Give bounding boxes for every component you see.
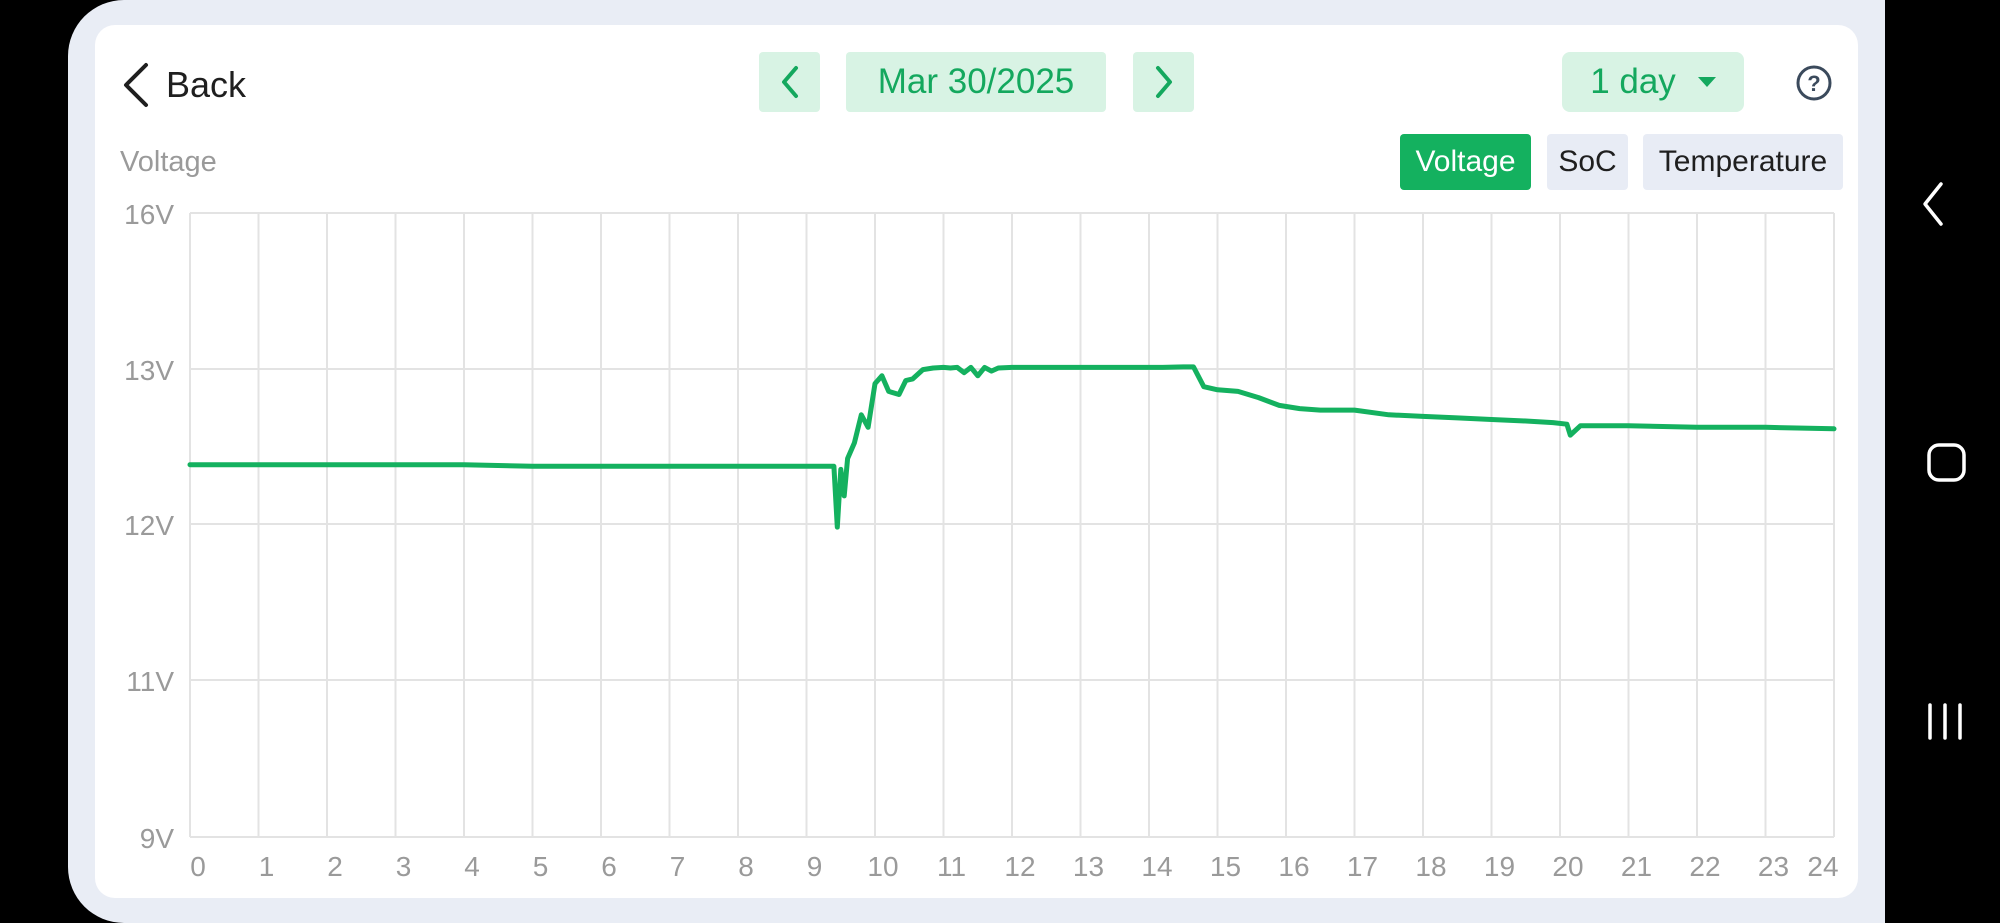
recents-bars-icon xyxy=(1928,703,1962,740)
system-back-button[interactable] xyxy=(1923,182,1943,226)
svg-text:?: ? xyxy=(1807,71,1820,96)
chevron-right-icon xyxy=(1155,66,1172,98)
x-tick-label: 24 xyxy=(1807,851,1838,882)
previous-date-button[interactable] xyxy=(759,52,820,112)
range-dropdown[interactable]: 1 day xyxy=(1562,52,1744,112)
question-circle-icon[interactable]: ? xyxy=(1795,64,1833,102)
x-tick-label: 22 xyxy=(1689,851,1720,882)
x-tick-label: 1 xyxy=(259,851,275,882)
x-tick-label: 19 xyxy=(1484,851,1515,882)
system-home-button[interactable] xyxy=(1927,443,1966,482)
chevron-left-icon xyxy=(781,66,798,98)
chevron-left-icon xyxy=(124,63,148,107)
x-tick-label: 4 xyxy=(464,851,480,882)
y-tick-label: 12V xyxy=(124,510,174,541)
tab-voltage[interactable]: Voltage xyxy=(1400,134,1531,190)
system-recents-button[interactable] xyxy=(1928,703,1962,740)
x-tick-label: 2 xyxy=(327,851,343,882)
range-label: 1 day xyxy=(1590,62,1676,101)
caret-down-icon xyxy=(1697,77,1716,87)
x-tick-label: 16 xyxy=(1278,851,1309,882)
next-date-button[interactable] xyxy=(1133,52,1194,112)
x-tick-label: 10 xyxy=(867,851,898,882)
tab-soc[interactable]: SoC xyxy=(1547,134,1628,190)
x-tick-label: 14 xyxy=(1141,851,1172,882)
back-label: Back xyxy=(166,64,247,105)
date-selector[interactable]: Mar 30/2025 xyxy=(846,52,1106,112)
y-tick-label: 9V xyxy=(140,823,175,854)
tab-temperature[interactable]: Temperature xyxy=(1643,134,1843,190)
home-square-icon xyxy=(1927,443,1966,482)
x-tick-label: 13 xyxy=(1073,851,1104,882)
x-tick-label: 20 xyxy=(1552,851,1583,882)
system-navigation-bar xyxy=(1885,0,2000,923)
x-tick-label: 7 xyxy=(670,851,686,882)
y-tick-label: 13V xyxy=(124,355,174,386)
x-tick-label: 17 xyxy=(1347,851,1378,882)
x-tick-label: 15 xyxy=(1210,851,1241,882)
x-tick-label: 0 xyxy=(190,851,206,882)
chevron-left-icon xyxy=(1923,182,1943,226)
x-tick-label: 12 xyxy=(1004,851,1035,882)
x-tick-label: 21 xyxy=(1621,851,1652,882)
chart-title: Voltage xyxy=(120,146,217,178)
x-tick-label: 5 xyxy=(533,851,549,882)
y-tick-label: 16V xyxy=(124,199,174,230)
x-tick-label: 18 xyxy=(1415,851,1446,882)
back-button[interactable]: Back xyxy=(118,55,246,115)
x-tick-label: 8 xyxy=(738,851,754,882)
x-tick-label: 11 xyxy=(937,851,966,882)
x-tick-label: 23 xyxy=(1758,851,1789,882)
y-tick-label: 11V xyxy=(126,666,174,697)
x-tick-label: 3 xyxy=(396,851,412,882)
x-tick-label: 9 xyxy=(807,851,823,882)
x-tick-label: 6 xyxy=(601,851,617,882)
voltage-series-line xyxy=(187,364,1837,530)
